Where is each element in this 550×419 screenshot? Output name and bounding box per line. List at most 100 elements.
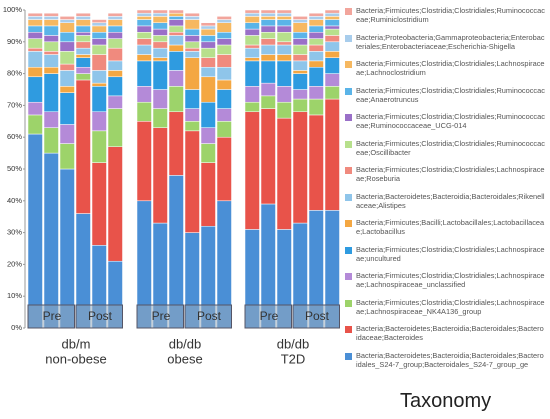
bar-segment	[91, 162, 107, 246]
y-tick-label: 100%	[3, 5, 23, 14]
legend-label: Bacteria;Firmicutes;Clostridia;Clostridi…	[356, 165, 545, 183]
bar-segment	[91, 32, 107, 39]
bar-segment	[308, 44, 324, 52]
bar-segment	[27, 133, 43, 329]
bar-segment	[43, 16, 59, 20]
bar-segment	[292, 89, 308, 100]
bar-segment	[152, 127, 168, 224]
bar-segment	[292, 54, 308, 62]
bar-segment	[136, 9, 152, 14]
bar-segment	[200, 41, 216, 49]
bar-segment	[168, 9, 184, 14]
bar-segment	[324, 28, 340, 36]
period-label: Pre	[43, 309, 62, 323]
bar-segment	[216, 89, 232, 109]
bar-segment	[168, 51, 184, 71]
bar-segment	[59, 32, 75, 43]
bar-segment	[200, 101, 216, 128]
legend-item: Bacteria;Firmicutes;Clostridia;Clostridi…	[345, 271, 545, 298]
bar-segment	[43, 41, 59, 52]
bar-segment	[168, 19, 184, 27]
bar-segment	[244, 86, 260, 103]
bar-segment	[152, 47, 168, 58]
bar-segment	[244, 28, 260, 36]
bar-segment	[276, 117, 292, 230]
bar-segment	[276, 101, 292, 119]
bar-segment	[107, 16, 123, 20]
bar-segment	[152, 12, 168, 17]
bar-segment	[168, 25, 184, 33]
bar-segment	[43, 12, 59, 17]
group-label: obese	[167, 351, 202, 366]
period-box	[27, 304, 75, 329]
bar-segment	[136, 44, 152, 55]
group-label: db/db	[277, 336, 310, 351]
legend-item: Bacteria;Firmicutes;Clostridia;Clostridi…	[345, 59, 545, 86]
bar-segment	[244, 35, 260, 46]
bar-segment	[152, 35, 168, 43]
bar-segment	[75, 12, 91, 17]
bar-segment	[91, 54, 107, 71]
bar-segment	[136, 121, 152, 202]
group-label: db/db	[169, 336, 202, 351]
bar-segment	[200, 143, 216, 163]
bar-segment	[308, 32, 324, 39]
bar-segment	[184, 12, 200, 17]
bar-segment	[292, 32, 308, 39]
bar-segment	[136, 101, 152, 122]
bar-segment	[136, 60, 152, 87]
period-label: Pre	[152, 309, 171, 323]
bar-segment	[59, 41, 75, 52]
bar-segment	[91, 25, 107, 33]
bar-segment	[27, 66, 43, 78]
bar-segment	[244, 101, 260, 113]
bar-segment	[184, 51, 200, 58]
bar-segment	[200, 162, 216, 227]
bar-segment	[91, 22, 107, 27]
bar-segment	[75, 54, 91, 58]
legend-swatch	[345, 114, 352, 121]
legend-swatch	[345, 299, 352, 307]
bar-segment	[136, 12, 152, 17]
bar-segment	[27, 51, 43, 68]
bar-segment	[75, 73, 91, 81]
bar-segment	[324, 51, 340, 58]
period-label: Pre	[260, 309, 279, 323]
bar-segment	[27, 19, 43, 27]
legend-label: Bacteria;Firmicutes;Clostridia;Clostridi…	[356, 112, 545, 130]
bar-segment	[276, 60, 292, 87]
bar-segment	[244, 60, 260, 87]
bar-segment	[91, 44, 107, 55]
bar-segment	[184, 108, 200, 122]
bar-segment	[136, 38, 152, 46]
bar-segment	[27, 76, 43, 103]
bar-segment	[216, 79, 232, 90]
bar-segment	[59, 70, 75, 87]
bar-segment	[75, 66, 91, 74]
y-tick-label: 90%	[7, 37, 22, 46]
bar-segment	[184, 35, 200, 43]
bar-segment	[200, 28, 216, 36]
legend-label: Bacteria;Bacteroidetes;Bacteroidia;Bacte…	[356, 191, 545, 210]
bar-segment	[91, 130, 107, 163]
bar-segment	[59, 124, 75, 144]
y-tick-label: 30%	[7, 228, 22, 237]
bar-segment	[184, 57, 200, 90]
legend-label: Bacteria;Firmicutes;Clostridia;Clostridi…	[356, 138, 545, 157]
y-tick-label: 50%	[7, 164, 22, 173]
legend-item: Bacteria;Firmicutes;Clostridia;Clostridi…	[345, 86, 545, 113]
bar-segment	[260, 60, 276, 84]
bar-segment	[91, 70, 107, 84]
bar-segment	[59, 86, 75, 93]
bar-segment	[260, 54, 276, 62]
legend-item: Bacteria;Proteobacteria;Gammaproteobacte…	[345, 33, 545, 60]
bar-segment	[324, 57, 340, 74]
bar-segment	[244, 9, 260, 14]
bar-segment	[244, 12, 260, 17]
bar-segment	[260, 12, 276, 17]
bar-segment	[244, 44, 260, 49]
bar-segment	[260, 19, 276, 27]
bar-segment	[292, 22, 308, 33]
bar-segment	[75, 16, 91, 20]
bar-segment	[75, 47, 91, 55]
